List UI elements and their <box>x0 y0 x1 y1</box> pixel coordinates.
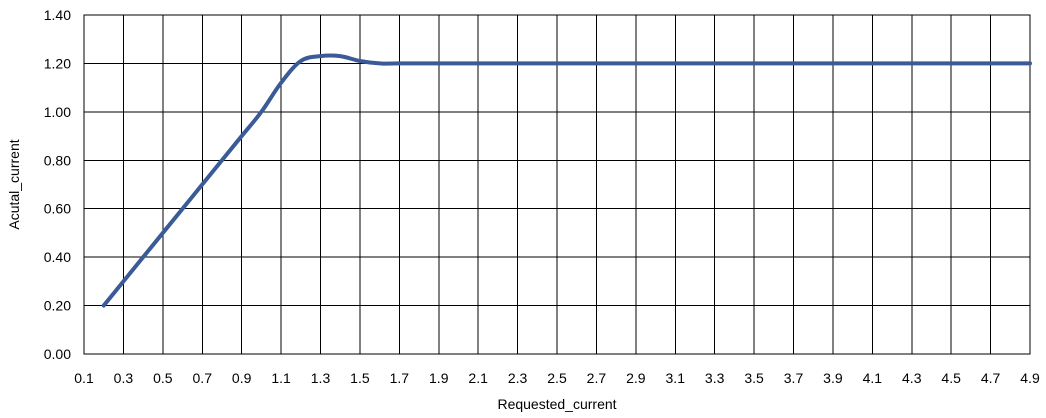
x-tick-label: 3.7 <box>784 370 804 386</box>
y-tick-label: 0.40 <box>44 249 71 265</box>
x-tick-label: 0.3 <box>114 370 134 386</box>
plot-area <box>83 14 1031 355</box>
x-tick-label: 2.7 <box>587 370 607 386</box>
x-tick-label: 0.5 <box>153 370 173 386</box>
y-tick-label: 1.00 <box>44 104 71 120</box>
x-tick-label: 0.1 <box>74 370 94 386</box>
x-tick-label: 1.1 <box>271 370 291 386</box>
x-tick-label: 2.1 <box>468 370 488 386</box>
x-tick-label: 1.3 <box>311 370 331 386</box>
x-tick-label: 3.5 <box>744 370 764 386</box>
x-tick-label: 3.9 <box>823 370 843 386</box>
x-axis-ticks: 0.1 0.3 0.5 0.7 0.9 1.1 1.3 1.5 1.7 1.9 2.1 2.3 2.5 2… <box>74 370 1040 386</box>
y-tick-label: 1.40 <box>44 7 71 23</box>
x-tick-label: 3.3 <box>705 370 725 386</box>
x-tick-label: 3.1 <box>666 370 686 386</box>
x-tick-label: 2.5 <box>547 370 567 386</box>
x-tick-label: 1.9 <box>429 370 449 386</box>
x-tick-label: 4.5 <box>941 370 961 386</box>
x-tick-label: 4.3 <box>902 370 922 386</box>
x-tick-label: 4.1 <box>863 370 883 386</box>
x-tick-label: 4.9 <box>1020 370 1040 386</box>
x-tick-label: 2.9 <box>626 370 646 386</box>
y-tick-label: 0.60 <box>44 201 71 217</box>
y-axis-label: Acutal_current <box>6 139 22 229</box>
x-tick-label: 1.7 <box>390 370 410 386</box>
x-tick-label: 0.9 <box>232 370 252 386</box>
x-tick-label: 4.7 <box>981 370 1001 386</box>
x-tick-label: 1.5 <box>350 370 370 386</box>
y-tick-label: 1.20 <box>44 55 71 71</box>
gridlines <box>83 14 1031 355</box>
x-tick-label: 0.7 <box>193 370 213 386</box>
y-tick-label: 0.80 <box>44 152 71 168</box>
y-tick-label: 0.00 <box>44 346 71 362</box>
series-group <box>101 53 1032 308</box>
x-axis-label: Requested_current <box>497 396 616 412</box>
y-tick-label: 0.20 <box>44 298 71 314</box>
series-line <box>101 53 1032 308</box>
y-axis-ticks: 0.00 0.20 0.40 0.60 0.80 1.00 1.20 1.40 <box>44 7 71 362</box>
x-tick-label: 2.3 <box>508 370 528 386</box>
